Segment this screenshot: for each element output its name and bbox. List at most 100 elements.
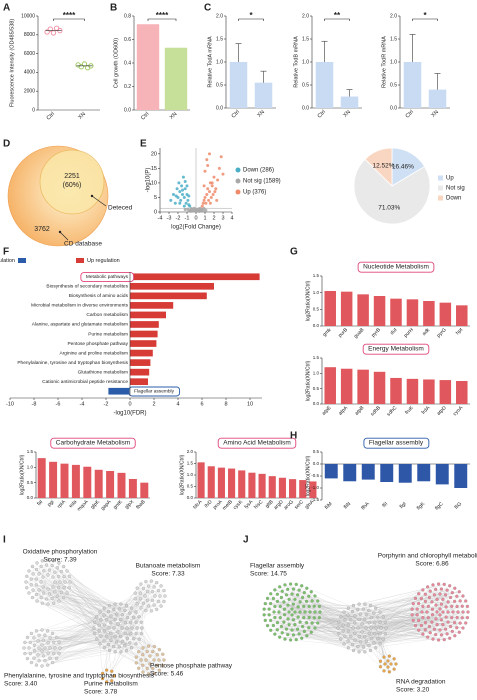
node <box>267 607 271 611</box>
venn-value: (60%) <box>63 182 82 189</box>
y-tick-label: 0.0 <box>216 105 223 111</box>
edge <box>115 651 143 666</box>
node <box>99 634 103 638</box>
module-score: Score: 3.20 <box>396 687 430 694</box>
node <box>67 586 71 590</box>
edge <box>31 647 51 663</box>
node <box>392 667 396 671</box>
edge <box>282 605 289 633</box>
y-tick-label: 0.5 <box>216 82 223 88</box>
node <box>466 610 470 614</box>
node <box>112 607 116 612</box>
point <box>193 207 197 211</box>
node <box>427 624 432 629</box>
edge <box>52 586 140 640</box>
point <box>200 204 204 208</box>
node <box>417 618 421 623</box>
node <box>112 626 116 630</box>
y-tick-label: 1.5 <box>390 36 397 42</box>
title-box <box>363 437 430 449</box>
bar <box>108 387 130 395</box>
edge <box>360 609 413 615</box>
node <box>346 623 350 627</box>
edge <box>41 616 97 646</box>
node <box>286 617 290 621</box>
edge <box>280 608 293 618</box>
node <box>269 618 273 623</box>
node <box>313 594 317 598</box>
node <box>310 599 314 603</box>
bar <box>390 298 402 326</box>
edge <box>33 590 95 634</box>
y-tick-label: -1.5 <box>311 497 319 502</box>
node <box>34 663 39 667</box>
node <box>313 610 317 614</box>
node <box>269 601 273 606</box>
bar <box>37 458 46 498</box>
edge <box>422 600 466 618</box>
node <box>138 597 143 601</box>
edge <box>32 564 47 567</box>
edge <box>53 560 114 610</box>
edge <box>277 601 359 629</box>
legend-label: Down (286) <box>243 168 274 174</box>
node <box>161 664 165 668</box>
node <box>307 615 311 620</box>
edge <box>122 591 148 615</box>
node <box>102 623 106 627</box>
x-tick-label: cysK <box>232 499 244 511</box>
significance-bracket <box>324 18 350 21</box>
edge <box>446 585 450 607</box>
node <box>423 592 427 596</box>
bar <box>324 464 338 479</box>
x-tick-label: -10 <box>6 401 14 407</box>
node <box>413 596 418 601</box>
edge <box>38 589 142 634</box>
x-tick-label: XN <box>430 109 440 119</box>
node <box>455 594 459 598</box>
node <box>24 580 28 584</box>
node <box>441 597 445 601</box>
edge <box>286 594 315 618</box>
edge <box>36 600 112 641</box>
edge <box>352 627 389 662</box>
node <box>23 651 27 656</box>
edge <box>431 601 447 607</box>
node <box>350 609 355 614</box>
edge <box>380 633 389 662</box>
edge <box>298 606 360 652</box>
node <box>124 603 129 608</box>
bar <box>248 472 256 498</box>
point <box>187 209 191 213</box>
edge <box>425 600 466 630</box>
edge <box>373 609 433 643</box>
node <box>426 635 430 639</box>
y-tick-label: 0.2 <box>124 84 131 90</box>
node <box>378 620 382 624</box>
y-tick-label: 0.0 <box>187 495 194 500</box>
node <box>134 642 138 646</box>
value-label: 16.46% <box>392 164 414 171</box>
node <box>140 626 144 630</box>
y-axis-label: Relative TodA mRNA <box>207 36 213 88</box>
edge <box>426 594 435 613</box>
node <box>432 593 437 597</box>
x-tick-label: Ctrl <box>405 109 415 119</box>
edge <box>32 566 42 598</box>
x-tick-label: serC <box>293 499 305 511</box>
node <box>369 626 373 630</box>
edge <box>69 581 116 620</box>
node <box>382 669 386 673</box>
node <box>47 592 52 596</box>
x-tick-label: 3 <box>221 215 224 221</box>
node <box>55 594 59 598</box>
edge <box>135 612 148 652</box>
module-score: Score: 3.78 <box>84 689 118 696</box>
node <box>61 595 66 600</box>
node <box>155 580 159 585</box>
y-tick-label: 1.0 <box>27 465 34 470</box>
bar <box>49 461 58 498</box>
node <box>35 561 39 565</box>
node <box>297 632 301 636</box>
node <box>151 666 155 671</box>
